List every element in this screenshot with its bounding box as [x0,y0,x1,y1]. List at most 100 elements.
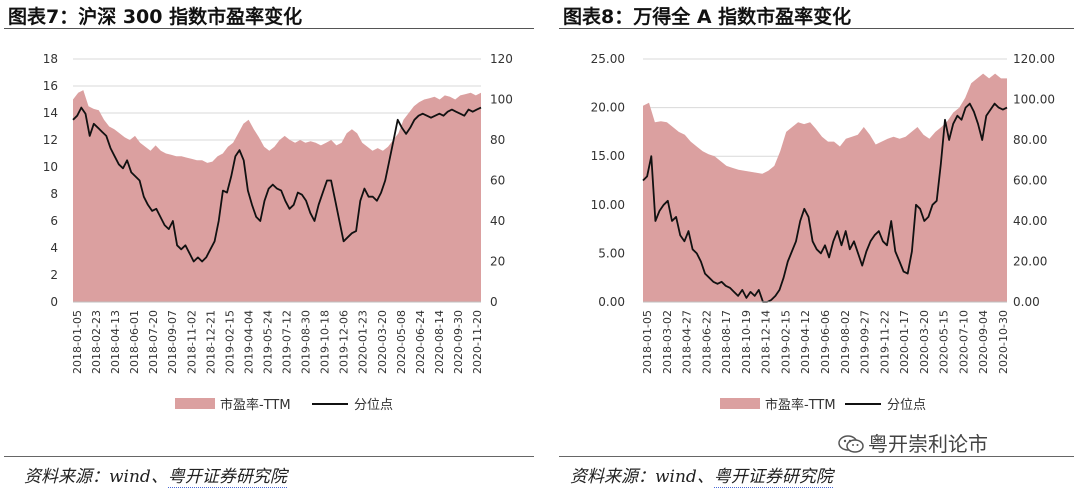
x-axis-tick-label: 2020-06-24 [414,310,427,374]
x-axis-tick-label: 2020-11-20 [471,310,484,374]
pe-ttm-area [643,73,1007,302]
x-axis-tick-label: 2019-04-04 [242,310,255,374]
left-axis-tick-label: 16 [43,79,58,93]
source-prefix: 资料来源：wind、 [24,467,168,487]
left-axis-tick-label: 2 [50,268,58,282]
x-axis-tick-label: 2020-10-30 [997,310,1010,374]
title-divider [559,28,1074,29]
wechat-icon [838,435,864,453]
left-axis-tick-label: 4 [50,241,58,255]
source-divider [559,456,1074,457]
x-axis-tick-label: 2018-11-02 [185,310,198,374]
right-axis-tick-label: 0.00 [1013,295,1040,309]
right-axis-tick-label: 80.00 [1013,133,1047,147]
left-axis-tick-label: 8 [50,187,58,201]
right-axis-tick-label: 60.00 [1013,174,1047,188]
right-axis-tick-label: 0 [490,295,498,309]
x-axis-tick-label: 2019-10-18 [319,310,332,374]
source-note-right: 资料来源：wind、粤开证券研究院 [570,462,833,488]
left-axis-tick-label: 15.00 [591,149,625,163]
chart-panel-wind-a: 图表8：万得全 A 指数市盈率变化 0.00 5.00 10.00 15.00 20.0… [555,0,1080,460]
x-axis-tick-label: 2018-06-01 [128,310,141,374]
x-axis-tick-label: 2018-12-14 [760,310,773,374]
right-axis-tick-label: 20.00 [1013,255,1047,269]
source-note-left: 资料来源：wind、粤开证券研究院 [24,462,287,488]
x-axis-tick-label: 2019-08-30 [300,310,313,374]
legend-area-label: 市盈率-TTM [220,397,291,413]
pe-chart-wind-a: 0.00 5.00 10.00 15.00 20.00 25.00 0.00 20.00 40.… [591,52,1055,413]
x-axis-tick-label: 2018-02-23 [90,310,103,374]
left-axis-tick-label: 10.00 [591,198,625,212]
legend-area-swatch [175,398,215,409]
x-axis-tick-label: 2018-04-27 [681,310,694,374]
right-axis-tick-label: 40 [490,214,505,228]
x-axis-tick-label: 2019-04-12 [799,310,812,374]
x-axis-tick-label: 2020-09-04 [977,310,990,374]
pe-ttm-area [73,90,481,302]
x-axis-tick-label: 2019-08-02 [839,310,852,374]
x-axis-tick-label: 2019-02-15 [223,310,236,374]
x-axis-tick-label: 2020-01-17 [898,310,911,374]
x-axis-tick-label: 2018-09-07 [166,310,179,374]
left-axis-tick-label: 10 [43,160,58,174]
source-divider [4,456,534,457]
left-axis-tick-label: 20.00 [591,101,625,115]
right-axis-tick-label: 100.00 [1013,93,1055,107]
left-axis-tick-label: 14 [43,106,58,120]
x-axis-tick-label: 2020-07-10 [957,310,970,374]
x-axis-tick-label: 2018-01-05 [641,310,654,374]
watermark: 粤开崇利论市 [838,428,988,457]
left-axis-tick-label: 0 [50,295,58,309]
x-axis-tick-label: 2018-10-19 [740,310,753,374]
x-axis-tick-label: 2019-06-06 [819,310,832,374]
right-axis-tick-label: 120 [490,52,513,66]
right-axis-tick-label: 40.00 [1013,214,1047,228]
left-axis-tick-label: 25.00 [591,52,625,66]
x-axis-tick-label: 2018-06-22 [700,310,713,374]
x-axis-tick-label: 2018-03-02 [661,310,674,374]
watermark-text: 粤开崇利论市 [868,432,988,456]
right-axis-tick-label: 120.00 [1013,52,1055,66]
x-axis-tick-label: 2019-09-27 [859,310,872,374]
source-prefix: 资料来源：wind、 [570,467,714,487]
x-axis-tick-label: 2020-03-20 [376,310,389,374]
x-axis-tick-label: 2020-05-08 [395,310,408,374]
x-axis-tick-label: 2019-07-12 [281,310,294,374]
pe-chart-hs300: 0 2 4 6 8 10 12 14 16 18 0 20 40 60 80 100 120 2018-01-05… [43,52,513,413]
legend-line-label: 分位点 [354,398,393,413]
left-axis-tick-label: 5.00 [598,246,625,260]
percentile-line [72,106,482,263]
source-org: 粤开证券研究院 [167,467,287,488]
x-axis-tick-label: 2019-02-15 [779,310,792,374]
x-axis-tick-label: 2020-05-15 [938,310,951,374]
x-axis-tick-label: 2018-08-17 [720,310,733,374]
x-axis-tick-label: 2018-12-21 [204,310,217,374]
legend-area-swatch [720,398,760,409]
x-axis-tick-label: 2019-05-24 [261,310,274,374]
x-axis-tick-label: 2018-07-20 [147,310,160,374]
x-axis-tick-label: 2020-08-14 [433,310,446,374]
x-axis-tick-label: 2020-09-30 [452,310,465,374]
x-axis-tick-label: 2020-03-20 [918,310,931,374]
left-axis-tick-label: 12 [43,133,58,147]
left-axis-tick-label: 6 [50,214,58,228]
left-axis-tick-label: 18 [43,52,58,66]
chart-panel-hs300: 图表7：沪深 300 指数市盈率变化 0 2 4 6 8 10 12 14 16 18 0 20 40 6… [0,0,540,460]
x-axis-tick-label: 2019-11-22 [878,310,891,374]
right-axis-tick-label: 80 [490,133,505,147]
x-axis-tick-label: 2018-01-05 [71,310,84,374]
legend-area-label: 市盈率-TTM [765,397,836,413]
right-axis-tick-label: 60 [490,174,505,188]
right-axis-tick-label: 100 [490,93,513,107]
chart-title: 图表8：万得全 A 指数市盈率变化 [563,6,852,28]
x-axis-tick-label: 2020-01-23 [357,310,370,374]
right-axis-tick-label: 20 [490,255,505,269]
x-axis-tick-label: 2018-04-13 [109,310,122,374]
left-axis-tick-label: 0.00 [598,295,625,309]
source-org: 粤开证券研究院 [713,467,833,488]
legend-line-label: 分位点 [887,398,926,413]
title-divider [4,28,534,29]
percentile-line [642,102,1008,303]
chart-title: 图表7：沪深 300 指数市盈率变化 [8,6,303,28]
x-axis-tick-label: 2019-12-06 [338,310,351,374]
